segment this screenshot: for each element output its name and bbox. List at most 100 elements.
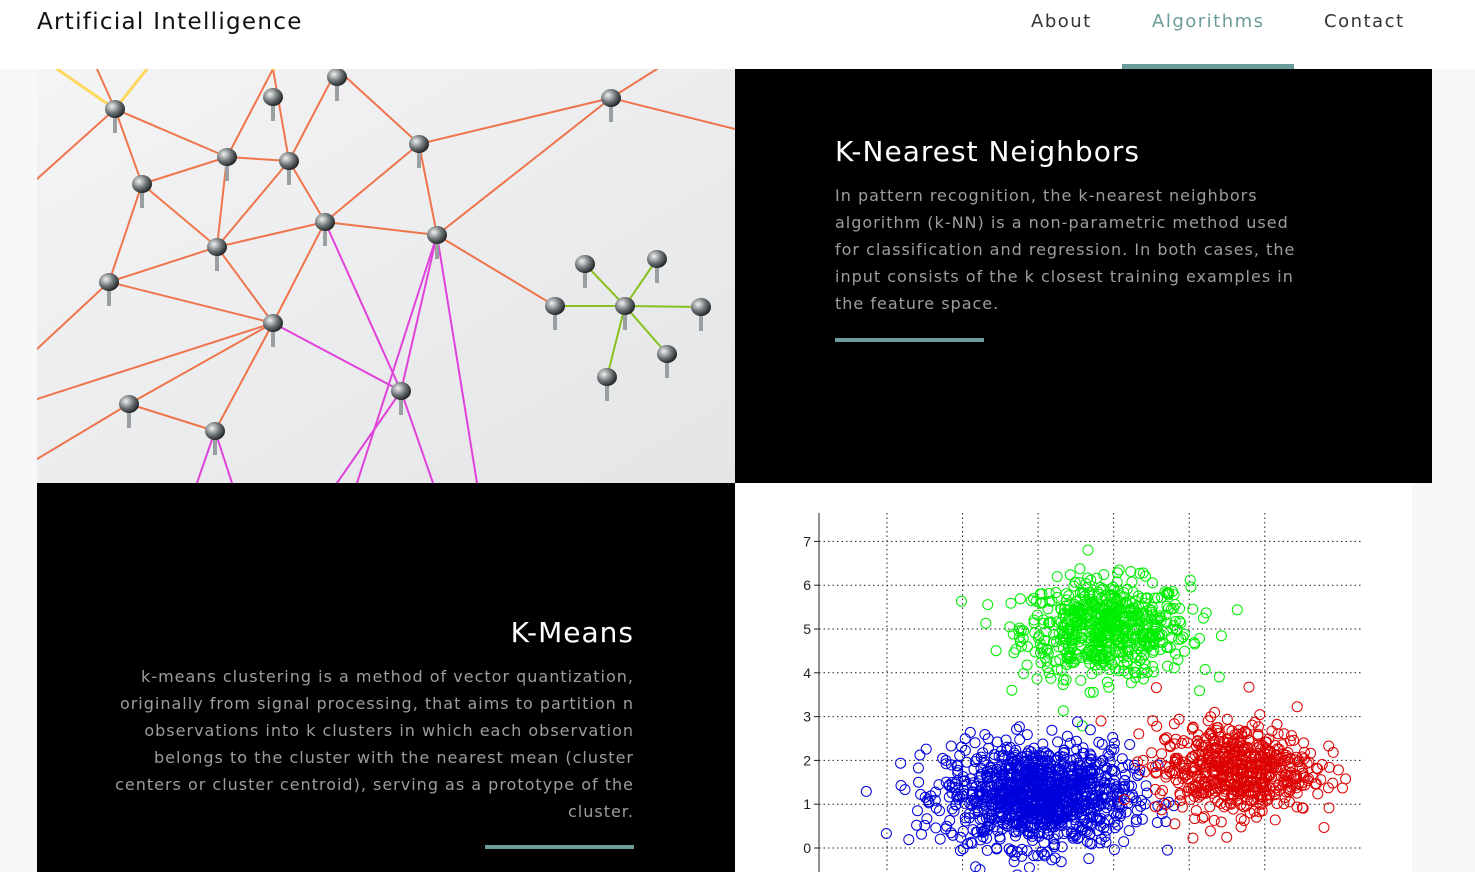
data-point bbox=[979, 729, 991, 740]
data-point bbox=[1120, 806, 1132, 818]
data-point bbox=[1296, 780, 1308, 791]
data-point bbox=[1092, 813, 1103, 824]
data-point bbox=[1243, 781, 1255, 793]
data-point bbox=[1010, 772, 1022, 784]
data-point bbox=[1119, 769, 1131, 781]
data-point bbox=[1246, 719, 1258, 731]
data-point bbox=[1296, 777, 1308, 789]
data-point bbox=[1106, 765, 1118, 777]
data-point bbox=[981, 824, 993, 836]
data-point bbox=[959, 812, 971, 824]
data-point bbox=[1232, 771, 1244, 783]
data-point bbox=[1046, 724, 1058, 736]
data-point bbox=[1013, 632, 1025, 643]
nav-contact[interactable]: Contact bbox=[1324, 11, 1405, 32]
data-point bbox=[1141, 592, 1153, 604]
data-point bbox=[1136, 813, 1148, 825]
data-point bbox=[1136, 652, 1147, 664]
data-point bbox=[1209, 765, 1221, 777]
data-point bbox=[1108, 584, 1120, 596]
data-point bbox=[1204, 801, 1216, 813]
data-point bbox=[1202, 715, 1214, 727]
data-point bbox=[1065, 608, 1077, 620]
data-point bbox=[1154, 757, 1166, 769]
nav-about[interactable]: About bbox=[1031, 11, 1092, 32]
data-point bbox=[1016, 850, 1028, 862]
data-point bbox=[1200, 607, 1212, 619]
data-point bbox=[1134, 567, 1146, 579]
data-point bbox=[968, 777, 979, 789]
data-point bbox=[1035, 803, 1047, 815]
data-point bbox=[1060, 762, 1072, 774]
data-point bbox=[1089, 789, 1101, 801]
data-point bbox=[1176, 768, 1188, 780]
data-point bbox=[1045, 616, 1057, 628]
y-tick-label: 1 bbox=[803, 796, 811, 812]
data-point bbox=[975, 786, 986, 798]
data-point bbox=[1235, 813, 1247, 825]
data-point bbox=[960, 815, 971, 827]
data-point bbox=[1200, 787, 1211, 799]
y-tick-label: 3 bbox=[803, 709, 811, 725]
data-point bbox=[1111, 576, 1123, 588]
data-point bbox=[1159, 586, 1171, 598]
data-point bbox=[1291, 701, 1303, 713]
nav-algorithms[interactable]: Algorithms bbox=[1152, 11, 1265, 32]
data-point bbox=[1156, 591, 1168, 603]
data-point bbox=[957, 825, 969, 837]
data-point bbox=[1218, 754, 1230, 766]
data-point bbox=[1060, 804, 1072, 816]
chart-grid bbox=[819, 513, 1363, 872]
data-point bbox=[959, 744, 971, 756]
nav-active-indicator bbox=[1122, 64, 1294, 69]
data-point bbox=[1169, 818, 1181, 830]
data-point bbox=[1119, 775, 1131, 787]
data-point bbox=[966, 800, 978, 812]
data-point bbox=[964, 726, 976, 738]
data-point bbox=[934, 833, 946, 845]
data-point bbox=[1235, 821, 1247, 833]
data-point bbox=[1038, 617, 1050, 629]
data-point bbox=[1200, 766, 1212, 778]
data-point bbox=[1126, 610, 1138, 622]
data-point bbox=[994, 833, 1006, 845]
data-point bbox=[1279, 769, 1291, 781]
brand-title[interactable]: Artificial Intelligence bbox=[37, 9, 303, 35]
data-point bbox=[1168, 620, 1180, 631]
data-point bbox=[967, 824, 979, 836]
data-point bbox=[895, 780, 907, 791]
data-point bbox=[1196, 773, 1208, 785]
data-point bbox=[1095, 581, 1106, 593]
data-point bbox=[1075, 674, 1087, 686]
data-point bbox=[1149, 613, 1161, 625]
data-point bbox=[1037, 738, 1049, 750]
data-point bbox=[1098, 783, 1110, 795]
data-point bbox=[899, 784, 911, 796]
data-point bbox=[966, 788, 978, 800]
data-point bbox=[1101, 599, 1113, 611]
data-point bbox=[1213, 671, 1225, 683]
data-point bbox=[1171, 623, 1183, 635]
data-point bbox=[950, 799, 962, 811]
data-point bbox=[993, 790, 1005, 802]
data-point bbox=[1258, 785, 1270, 797]
data-point bbox=[1068, 580, 1080, 592]
data-point bbox=[1048, 793, 1060, 805]
data-point bbox=[1152, 759, 1164, 771]
data-point bbox=[988, 749, 1000, 760]
data-point bbox=[1072, 716, 1083, 728]
data-point bbox=[1122, 616, 1134, 628]
data-point bbox=[1038, 818, 1050, 830]
data-point bbox=[1136, 794, 1148, 806]
data-point bbox=[1095, 833, 1107, 845]
data-point bbox=[1241, 742, 1253, 754]
data-point bbox=[1246, 760, 1258, 772]
data-point bbox=[1340, 773, 1352, 785]
kmeans-accent-bar bbox=[485, 845, 634, 849]
data-point bbox=[991, 736, 1003, 748]
data-point bbox=[1126, 576, 1138, 588]
data-point bbox=[1098, 822, 1110, 834]
data-point bbox=[1023, 862, 1035, 872]
data-point bbox=[1170, 774, 1182, 786]
data-point bbox=[1312, 788, 1324, 800]
